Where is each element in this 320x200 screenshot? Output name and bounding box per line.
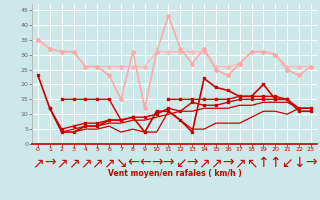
X-axis label: Vent moyen/en rafales ( km/h ): Vent moyen/en rafales ( km/h ) [108,169,241,178]
